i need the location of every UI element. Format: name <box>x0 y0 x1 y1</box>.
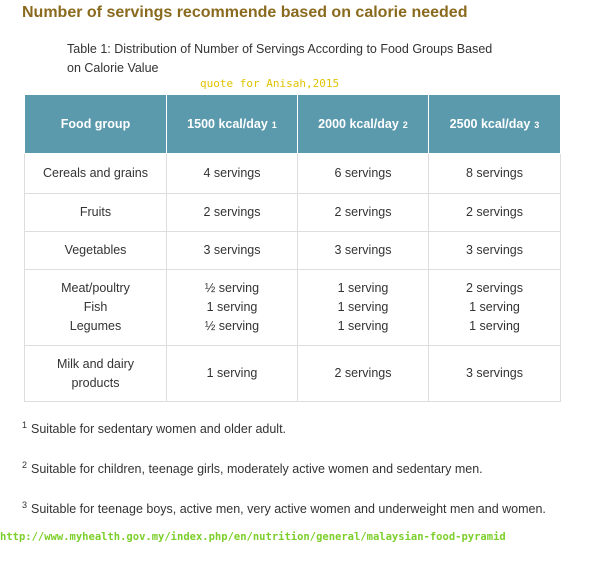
header-cell: 2500 kcal/day 3 <box>428 94 561 154</box>
footnote-text: Suitable for sedentary women and older a… <box>31 422 287 437</box>
table-cell: Vegetables <box>24 231 167 270</box>
table-cell: 2 servings 1 serving 1 serving <box>428 269 561 346</box>
footnote-mark: 1 <box>22 420 28 430</box>
cell-line: 3 servings <box>466 243 523 257</box>
cell-line: 2 servings <box>466 205 523 219</box>
cell-line: 1 serving <box>206 366 258 380</box>
header-text: 2000 kcal/day <box>318 117 399 131</box>
header-sup: 3 <box>534 119 540 130</box>
cell-line: 1 serving <box>337 281 389 295</box>
header-text: Food group <box>60 117 131 131</box>
cell-line: Fish <box>83 300 108 314</box>
table-row: Milk and dairy products 1 serving 2 serving… <box>24 345 561 402</box>
table-cell: 3 servings <box>297 231 429 270</box>
caption: Table 1: Distribution of Number of Servi… <box>67 40 492 78</box>
cell-line: Meat/poultry <box>61 281 130 295</box>
footnote: 3 Suitable for teenage boys, active men, … <box>22 496 564 519</box>
table-cell: 4 servings <box>166 153 298 194</box>
cell-line: 2 servings <box>334 205 392 219</box>
table-cell: 3 servings <box>428 345 561 402</box>
table-cell: 8 servings <box>428 153 561 194</box>
cell-line: 1 serving <box>206 300 258 314</box>
header-sup: 1 <box>271 119 277 130</box>
footnote-mark: 3 <box>22 500 28 510</box>
servings-table: Food group 1500 kcal/day 1 2000 kcal/day 2 25… <box>24 94 561 402</box>
table-row: Cereals and grains 4 servings 6 servings 8 … <box>24 153 561 194</box>
cell-line: 2 servings <box>466 281 523 295</box>
table-cell: ½ serving 1 serving ½ serving <box>166 269 298 346</box>
cell-line: 2 servings <box>334 366 392 380</box>
table-cell: 2 servings <box>297 193 429 232</box>
table-cell: 2 servings <box>166 193 298 232</box>
table-cell: 1 serving 1 serving 1 serving <box>297 269 429 346</box>
header-cell: 2000 kcal/day 2 <box>297 94 429 154</box>
header-sup: 2 <box>402 119 408 130</box>
table-row: Vegetables 3 servings 3 servings 3 servings <box>24 231 561 270</box>
cell-line: 1 serving <box>469 300 520 314</box>
table-cell: 2 servings <box>428 193 561 232</box>
table-cell: 3 servings <box>428 231 561 270</box>
cell-line: products <box>71 375 120 390</box>
table-cell: 3 servings <box>166 231 298 270</box>
cell-line: 1 serving <box>337 300 389 314</box>
cell-line: ½ serving <box>204 319 260 333</box>
header-cell: 1500 kcal/day 1 <box>166 94 298 154</box>
table-cell: Meat/poultry Fish Legumes <box>24 269 167 346</box>
table-cell: Fruits <box>24 193 167 232</box>
cell-line: Cereals and grains <box>43 166 148 180</box>
cell-line: Vegetables <box>64 243 127 257</box>
cell-line: 3 servings <box>466 366 523 380</box>
table-cell: 2 servings <box>297 345 429 402</box>
table-row: Meat/poultry Fish Legumes ½ serving 1 servin… <box>24 269 561 346</box>
source-url: http://www.myhealth.gov.my/index.php/en/… <box>0 531 506 543</box>
header-text: 1500 kcal/day <box>187 117 268 131</box>
table-cell: 1 serving <box>166 345 298 402</box>
caption-line: on Calorie Value <box>67 61 159 75</box>
table-row: Fruits 2 servings 2 servings 2 servings <box>24 193 561 232</box>
cell-line: Milk and dairy <box>56 356 135 371</box>
header-text: 2500 kcal/day <box>449 117 531 131</box>
footnote-mark: 2 <box>22 460 28 470</box>
cell-line: Fruits <box>79 205 112 219</box>
title: Number of servings recommende based on c… <box>22 4 468 21</box>
watermark: quote for Anisah,2015 <box>200 77 340 90</box>
cell-line: 1 serving <box>469 319 520 333</box>
footnote: 2 Suitable for children, teenage girls, m… <box>22 456 564 479</box>
cell-line: 6 servings <box>334 166 392 180</box>
cell-line: 4 servings <box>203 166 261 180</box>
caption-line: Table 1: Distribution of Number of Servi… <box>67 42 493 56</box>
footnote: 1 Suitable for sedentary women and older … <box>22 416 564 439</box>
table-cell: 6 servings <box>297 153 429 194</box>
cell-line: 1 serving <box>337 319 389 333</box>
table-cell: Cereals and grains <box>24 153 167 194</box>
cell-line: 3 servings <box>203 243 261 257</box>
cell-line: ½ serving <box>204 281 260 295</box>
cell-line: Legumes <box>69 319 122 333</box>
header-cell: Food group <box>24 94 167 154</box>
cell-line: 2 servings <box>203 205 261 219</box>
table-cell: Milk and dairy products <box>24 345 167 402</box>
footnote-text: Suitable for children, teenage girls, mo… <box>31 462 483 477</box>
footnote-text: Suitable for teenage boys, active men, v… <box>31 502 546 517</box>
cell-line: 8 servings <box>466 166 523 180</box>
cell-line: 3 servings <box>334 243 392 257</box>
